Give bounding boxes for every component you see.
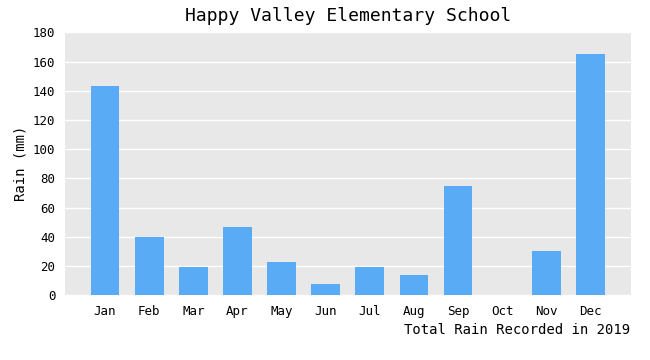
Bar (223, 226, 252, 295)
Bar (135, 237, 164, 295)
Title: Happy Valley Elementary School: Happy Valley Elementary School (185, 7, 511, 25)
Bar (311, 284, 340, 295)
Bar (532, 251, 561, 295)
Bar (91, 86, 120, 295)
Bar (356, 267, 384, 295)
Bar (179, 267, 207, 295)
X-axis label: Total Rain Recorded in 2019: Total Rain Recorded in 2019 (404, 324, 630, 337)
Bar (267, 262, 296, 295)
Bar (444, 186, 473, 295)
Bar (576, 54, 604, 295)
Bar (400, 275, 428, 295)
Y-axis label: Rain (mm): Rain (mm) (13, 126, 27, 202)
